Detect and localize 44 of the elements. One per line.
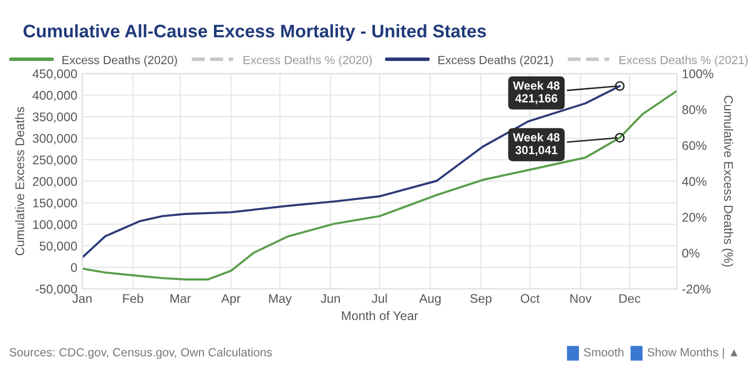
y-tick-label: 100,000 [33, 220, 77, 230]
x-tick-label: Nov [570, 294, 592, 303]
x-tick-label: Dec [619, 294, 640, 303]
x-tick-label: Feb [123, 294, 144, 303]
y-tick-label: 350,000 [32, 112, 77, 123]
y2-tick-label: 80% [682, 105, 706, 114]
legend-label: Excess Deaths % (2021) [619, 56, 748, 67]
y2-tick-label: 100% [682, 69, 714, 78]
y-tick-label: 250,000 [32, 156, 77, 166]
x-tick-label: Apr [221, 294, 240, 306]
legend-label: Excess Deaths (2020) [62, 56, 177, 67]
y2-tick-label: -20% [682, 284, 711, 294]
y-tick-label: 200,000 [32, 177, 77, 188]
x-tick-label: Sep [470, 294, 492, 306]
legend-label: Excess Deaths % (2020) [244, 56, 372, 67]
x-tick-label: Mar [170, 294, 191, 303]
y-tick-label: -50,000 [36, 284, 77, 296]
x-tick-label: Jun [320, 294, 340, 303]
text: Show Months | ▲ [648, 348, 738, 359]
y-axis-title: Cumulative Excess Deaths [15, 107, 24, 256]
annotation: Week 48 301,041 [512, 132, 560, 156]
x-tick-label: Aug [419, 294, 441, 306]
y2-axis-title: Cumulative Excess Deaths (%) [722, 96, 734, 267]
source-note: Sources: CDC.gov, Census.gov, Own Calculations [10, 348, 272, 359]
y-tick-label: 0 [70, 263, 77, 272]
y2-tick-label: 40% [682, 177, 706, 186]
y-tick-label: 400,000 [32, 90, 77, 102]
chart-title: Cumulative All-Cause Excess Mortality - United States [24, 24, 486, 42]
text: Smooth [584, 348, 624, 356]
line-series [82, 90, 677, 280]
y2-tick-label: 60% [682, 141, 706, 150]
y2-tick-label: 20% [682, 212, 706, 222]
annotation: Week 48 421,166 [512, 81, 560, 104]
x-tick-label: Jul [372, 294, 387, 303]
y-tick-label: 300,000 [32, 134, 77, 144]
x-tick-label: Jan [72, 294, 92, 303]
y2-tick-label: 0% [682, 248, 700, 258]
x-tick-label: Oct [520, 294, 540, 303]
x-axis-title: Month of Year [342, 310, 418, 320]
y-tick-label: 450,000 [32, 69, 77, 80]
y-tick-label: 50,000 [40, 242, 77, 252]
x-tick-label: May [269, 294, 292, 306]
y-tick-label: 150,000 [33, 198, 77, 209]
legend-label: Excess Deaths (2021) [438, 56, 553, 67]
